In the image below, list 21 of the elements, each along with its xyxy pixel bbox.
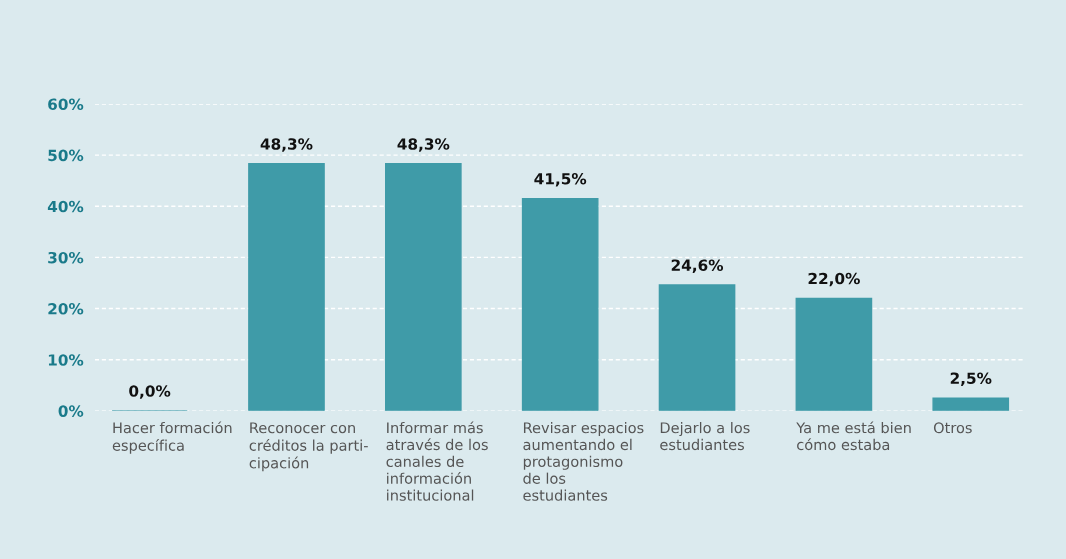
y-tick-label: 0%: [58, 405, 84, 417]
data-label: 48,3%: [260, 138, 313, 152]
data-label: 2,5%: [950, 372, 992, 386]
x-tick-label: Informar más através de los canales de información institucional: [386, 421, 488, 501]
data-label: 41,5%: [534, 172, 587, 187]
x-tick-label: Revisar espacios aumentando el protagonismo de los estudiantes: [523, 421, 644, 501]
x-tick-label: Hacer formación específica: [112, 421, 232, 454]
x-tick-label: Ya me está bien cómo estaba: [796, 421, 911, 451]
data-label: 0,0%: [129, 385, 171, 399]
data-label: 22,0%: [808, 272, 860, 287]
x-tick-label: Otros: [933, 422, 972, 434]
x-tick-label: Dejarlo a los estudiantes: [660, 421, 750, 451]
y-tick-label: 40%: [47, 200, 84, 213]
y-tick-label: 30%: [48, 251, 84, 264]
data-label: 24,6%: [671, 259, 724, 273]
y-tick-label: 20%: [48, 303, 84, 315]
x-tick-label: Reconocer con créditos la parti- cipación: [249, 422, 368, 472]
y-tick-label: 50%: [48, 149, 84, 162]
y-tick-label: 10%: [48, 354, 84, 366]
data-label: 48,3%: [397, 138, 450, 152]
y-tick-label: 60%: [48, 98, 84, 110]
